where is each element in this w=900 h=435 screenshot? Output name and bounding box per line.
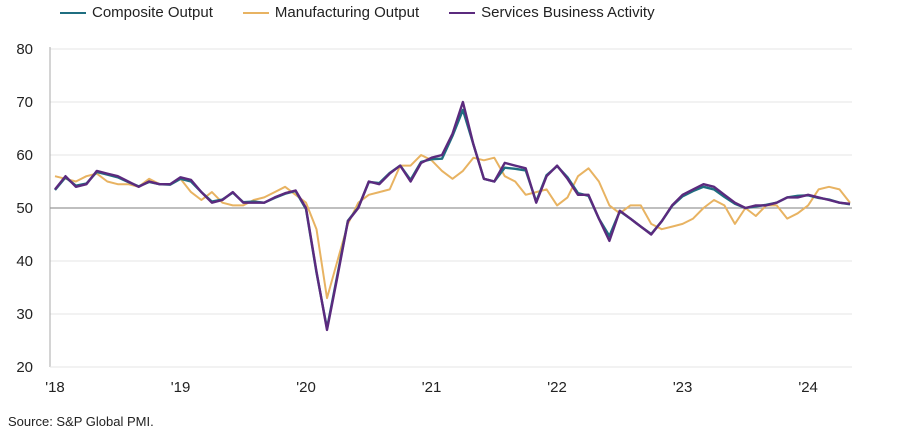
legend-item-manufacturing: Manufacturing Output <box>242 4 420 21</box>
x-tick-label: '21 <box>422 379 442 396</box>
x-tick-label: '19 <box>171 379 191 396</box>
legend-label-services: Services Business Activity <box>481 4 655 21</box>
x-tick-label: '24 <box>798 379 818 396</box>
legend-swatch-services <box>449 11 476 14</box>
series-line-services-business-activity <box>54 100 851 332</box>
legend-label-composite: Composite Output <box>92 4 213 21</box>
y-tick-label: 70 <box>16 94 33 111</box>
y-tick-label: 20 <box>16 359 33 376</box>
y-tick-label: 30 <box>16 306 33 323</box>
x-tick-label: '23 <box>673 379 693 396</box>
legend-swatch-manufacturing <box>242 11 269 14</box>
y-tick-label: 40 <box>16 253 33 270</box>
series-line-composite-output <box>54 108 851 330</box>
y-tick-label: 60 <box>16 147 33 164</box>
legend-item-composite: Composite Output <box>60 4 213 21</box>
x-tick-label: '20 <box>296 379 316 396</box>
legend-swatch-composite <box>60 11 86 14</box>
x-tick-label: '18 <box>45 379 65 396</box>
y-tick-label: 80 <box>16 41 33 58</box>
source-note: Source: S&P Global PMI. <box>8 414 154 429</box>
legend: Composite Output Manufacturing Output Se… <box>60 4 655 21</box>
legend-label-manufacturing: Manufacturing Output <box>274 4 420 21</box>
x-tick-label: '22 <box>547 379 567 396</box>
series-line-manufacturing-output <box>54 154 851 300</box>
legend-item-services: Services Business Activity <box>449 4 655 21</box>
y-tick-label: 50 <box>16 200 33 217</box>
